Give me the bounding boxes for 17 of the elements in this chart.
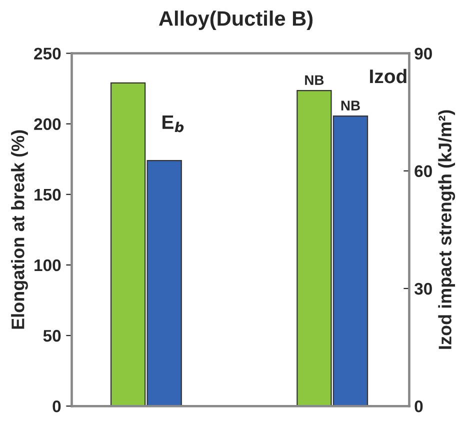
y2-tick-label: 90 <box>414 48 432 60</box>
chart-title: Alloy(Ductile B) <box>158 10 313 30</box>
y2-axis-title: Izod impact strength (kJ/m²) <box>438 110 456 349</box>
y-tick-label: 250 <box>34 48 61 60</box>
y-tick-label: 200 <box>34 118 61 130</box>
data-label: NB <box>305 75 324 85</box>
annotation: Izod <box>370 68 406 84</box>
y-tick-label: 150 <box>34 188 61 201</box>
y-tick-label: 100 <box>34 259 61 272</box>
y-tick-label: 0 <box>52 400 61 412</box>
y-tick-label: 50 <box>43 330 61 342</box>
y2-tick-label: 30 <box>414 282 432 295</box>
y2-tick-label: 0 <box>414 400 423 412</box>
y-axis-title: Elongation at break (%) <box>11 130 28 329</box>
y2-tick-label: 60 <box>414 165 432 178</box>
data-label: NB <box>341 100 360 110</box>
annotation: E$_{b}$ <box>162 115 184 132</box>
